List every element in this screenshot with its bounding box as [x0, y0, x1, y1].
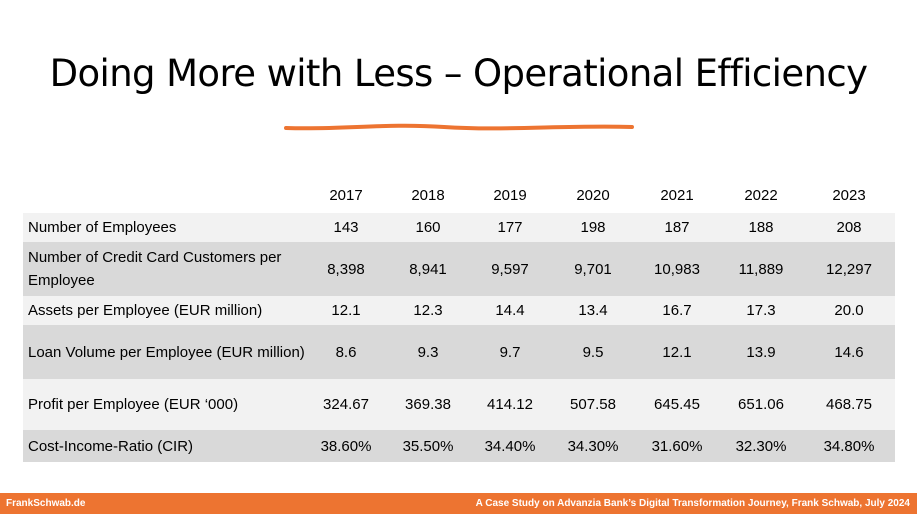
footer-bar: FrankSchwab.de A Case Study on Advanzia …	[0, 493, 917, 514]
table-cell: 188	[719, 213, 803, 242]
table-row: Number of Credit Card Customers per Empl…	[23, 242, 895, 296]
table-cell: 143	[305, 213, 387, 242]
table-cell: 414.12	[469, 379, 551, 430]
table-cell: 34.40%	[469, 430, 551, 462]
table-cell: 9,701	[551, 242, 635, 296]
year-header: 2022	[744, 187, 778, 204]
row-label: Number of Credit Card Customers per Empl…	[23, 242, 305, 296]
table-cell: 468.75	[803, 379, 895, 430]
table-cell: 651.06	[719, 379, 803, 430]
year-header: 2021	[660, 187, 694, 204]
year-header: 2023	[832, 187, 866, 204]
table-row: Assets per Employee (EUR million) 12.1 1…	[23, 296, 895, 325]
table-cell: 9.7	[469, 325, 551, 379]
year-header: 2017	[329, 187, 363, 204]
table-cell: 187	[635, 213, 719, 242]
slide-title: Doing More with Less – Operational Effic…	[49, 52, 868, 95]
year-header: 2020	[576, 187, 610, 204]
table-row: Cost-Income-Ratio (CIR) 38.60% 35.50% 34…	[23, 430, 895, 462]
table-cell: 8,398	[305, 242, 387, 296]
table-cell: 198	[551, 213, 635, 242]
table-cell: 16.7	[635, 296, 719, 325]
header-corner	[23, 178, 305, 213]
table-cell: 8,941	[387, 242, 469, 296]
title-underline	[284, 123, 634, 131]
row-label: Assets per Employee (EUR million)	[23, 296, 305, 325]
table-cell: 35.50%	[387, 430, 469, 462]
year-header: 2019	[493, 187, 527, 204]
table-cell: 12.3	[387, 296, 469, 325]
year-header: 2018	[411, 187, 445, 204]
table-cell: 32.30%	[719, 430, 803, 462]
table-cell: 507.58	[551, 379, 635, 430]
table-cell: 9.3	[387, 325, 469, 379]
table-cell: 8.6	[305, 325, 387, 379]
table-cell: 13.4	[551, 296, 635, 325]
table-cell: 12.1	[305, 296, 387, 325]
table-cell: 208	[803, 213, 895, 242]
row-label: Loan Volume per Employee (EUR million)	[23, 325, 305, 379]
table-cell: 645.45	[635, 379, 719, 430]
table-cell: 14.6	[803, 325, 895, 379]
table-cell: 12.1	[635, 325, 719, 379]
table-cell: 38.60%	[305, 430, 387, 462]
table-cell: 9.5	[551, 325, 635, 379]
table-cell: 12,297	[803, 242, 895, 296]
table-cell: 20.0	[803, 296, 895, 325]
table-cell: 9,597	[469, 242, 551, 296]
table-cell: 160	[387, 213, 469, 242]
table-cell: 177	[469, 213, 551, 242]
efficiency-table: 2017 2018 2019 2020 2021 2022 2023 Numbe…	[23, 178, 895, 462]
table-cell: 14.4	[469, 296, 551, 325]
table-cell: 34.30%	[551, 430, 635, 462]
table-cell: 369.38	[387, 379, 469, 430]
table-cell: 11,889	[719, 242, 803, 296]
footer-site-link[interactable]: FrankSchwab.de	[6, 498, 86, 509]
table-cell: 31.60%	[635, 430, 719, 462]
header-row: 2017 2018 2019 2020 2021 2022 2023	[23, 178, 895, 213]
table-cell: 13.9	[719, 325, 803, 379]
row-label: Cost-Income-Ratio (CIR)	[23, 430, 305, 462]
table-cell: 34.80%	[803, 430, 895, 462]
row-label: Profit per Employee (EUR ‘000)	[23, 379, 305, 430]
table-row: Loan Volume per Employee (EUR million) 8…	[23, 325, 895, 379]
table-cell: 17.3	[719, 296, 803, 325]
row-label: Number of Employees	[23, 213, 305, 242]
table-row: Number of Employees 143 160 177 198 187 …	[23, 213, 895, 242]
table-row: Profit per Employee (EUR ‘000) 324.67 36…	[23, 379, 895, 430]
footer-caption: A Case Study on Advanzia Bank’s Digital …	[475, 498, 910, 509]
table-cell: 10,983	[635, 242, 719, 296]
table-cell: 324.67	[305, 379, 387, 430]
